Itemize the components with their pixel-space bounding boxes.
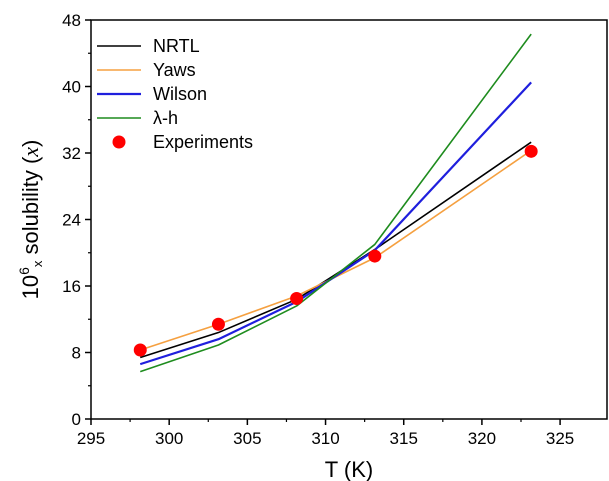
x-tick-label: 295: [77, 429, 105, 448]
x-axis-ticks: 295 300 305 310 315 320 325: [77, 419, 574, 448]
series-line-yaws: [140, 149, 532, 351]
experiment-point: [211, 317, 225, 331]
y-tick-label: 40: [62, 78, 81, 97]
x-axis-title: T (K): [325, 457, 373, 481]
legend-label-nrtl: NRTL: [153, 36, 200, 56]
y-axis-title-var: x: [18, 147, 43, 158]
x-tick-label: 315: [390, 429, 418, 448]
y-tick-label: 48: [62, 11, 81, 30]
series-line-h: [139, 33, 532, 373]
y-axis-title-exp: 6: [16, 267, 32, 275]
y-axis-title-close: ): [18, 140, 43, 147]
x-tick-label: 320: [468, 429, 496, 448]
series-line-wilson: [139, 81, 532, 366]
y-axis-ticks: 0 8 16 24 32 40 48: [62, 11, 91, 429]
y-axis-title-text: solubility (: [18, 156, 43, 261]
experiment-point: [290, 291, 304, 305]
y-tick-label: 8: [72, 344, 81, 363]
x-tick-label: 325: [546, 429, 574, 448]
x-tick-label: 300: [155, 429, 183, 448]
y-axis-title-base: 10: [18, 275, 43, 299]
plot-points: [133, 144, 538, 357]
y-axis-title: 106x solubility (x): [16, 140, 45, 300]
x-tick-label: 310: [311, 429, 339, 448]
legend: NRTL Yaws Wilson λ-h Experiments: [97, 36, 253, 152]
experiment-point: [524, 144, 538, 158]
legend-label-wilson: Wilson: [153, 84, 207, 104]
y-tick-label: 0: [72, 410, 81, 429]
x-tick-label: 305: [233, 429, 261, 448]
experiment-point: [133, 343, 147, 357]
y-axis-title-sub: x: [30, 260, 45, 267]
legend-swatch-experiments: [112, 135, 126, 149]
legend-label-yaws: Yaws: [153, 60, 196, 80]
legend-label-experiments: Experiments: [153, 132, 253, 152]
y-tick-label: 16: [62, 277, 81, 296]
y-tick-label: 32: [62, 144, 81, 163]
series-line-nrtl: [140, 141, 532, 359]
y-tick-label: 24: [62, 211, 81, 230]
legend-label-h: λ-h: [153, 108, 178, 128]
experiment-point: [368, 249, 382, 263]
